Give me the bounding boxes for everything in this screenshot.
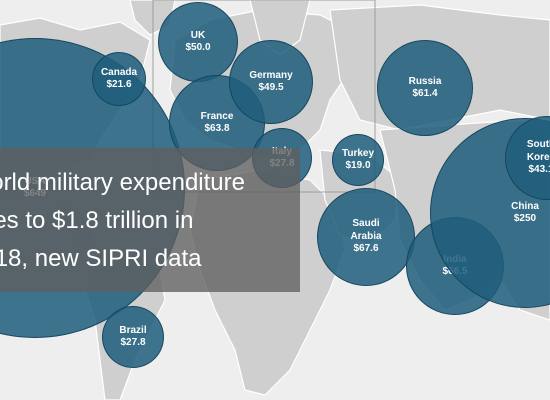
- expenditure-value: $19.0: [345, 160, 371, 171]
- bubble-uk: UK $50.0: [158, 2, 238, 82]
- expenditure-value: $61.4: [412, 88, 438, 99]
- country-name: Russia: [408, 75, 442, 87]
- bubble-canada: Canada $21.6: [92, 52, 146, 106]
- expenditure-value: $50.0: [185, 42, 211, 53]
- country-name: Turkey: [341, 147, 375, 159]
- expenditure-value: $67.6: [353, 243, 379, 255]
- expenditure-value: $21.6: [106, 79, 132, 90]
- country-name: France: [200, 110, 234, 122]
- bubble-brazil: Brazil $27.8: [102, 306, 164, 368]
- expenditure-value: $43.1: [528, 164, 550, 176]
- expenditure-value: $27.8: [120, 337, 146, 348]
- country-name: Canada: [100, 66, 138, 78]
- expenditure-value: $250: [513, 213, 537, 224]
- country-name: South Korea: [526, 139, 550, 163]
- headline-overlay: World military expenditure rises to $1.8…: [0, 148, 300, 292]
- country-name: Germany: [249, 69, 293, 81]
- country-name: Saudi Arabia: [350, 218, 382, 242]
- bubble-germany: Germany $49.5: [229, 40, 313, 124]
- bubble-russia: Russia $61.4: [377, 40, 473, 136]
- expenditure-value: $63.8: [204, 123, 230, 134]
- country-name: Brazil: [119, 324, 147, 336]
- expenditure-value: $49.5: [258, 82, 284, 93]
- bubble-saudi-arabia: Saudi Arabia $67.6: [317, 188, 415, 286]
- country-name: China: [511, 200, 539, 212]
- headline-text: World military expenditure rises to $1.8…: [0, 169, 245, 272]
- country-name: UK: [190, 29, 206, 41]
- bubble-turkey: Turkey $19.0: [332, 134, 384, 186]
